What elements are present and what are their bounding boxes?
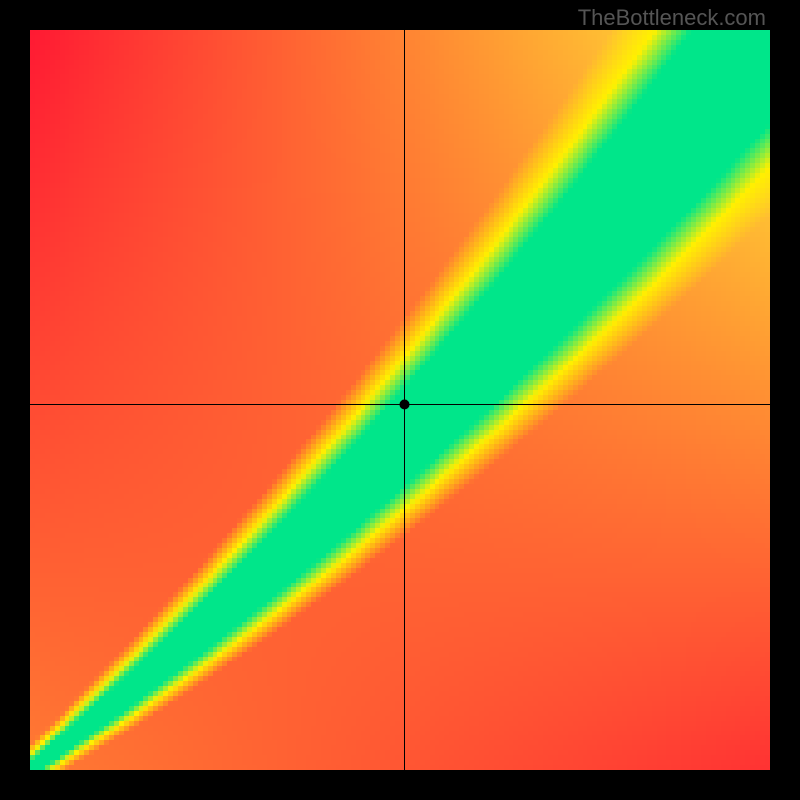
watermark-text: TheBottleneck.com — [578, 5, 766, 31]
chart-container: TheBottleneck.com — [0, 0, 800, 800]
bottleneck-heatmap — [30, 30, 770, 770]
